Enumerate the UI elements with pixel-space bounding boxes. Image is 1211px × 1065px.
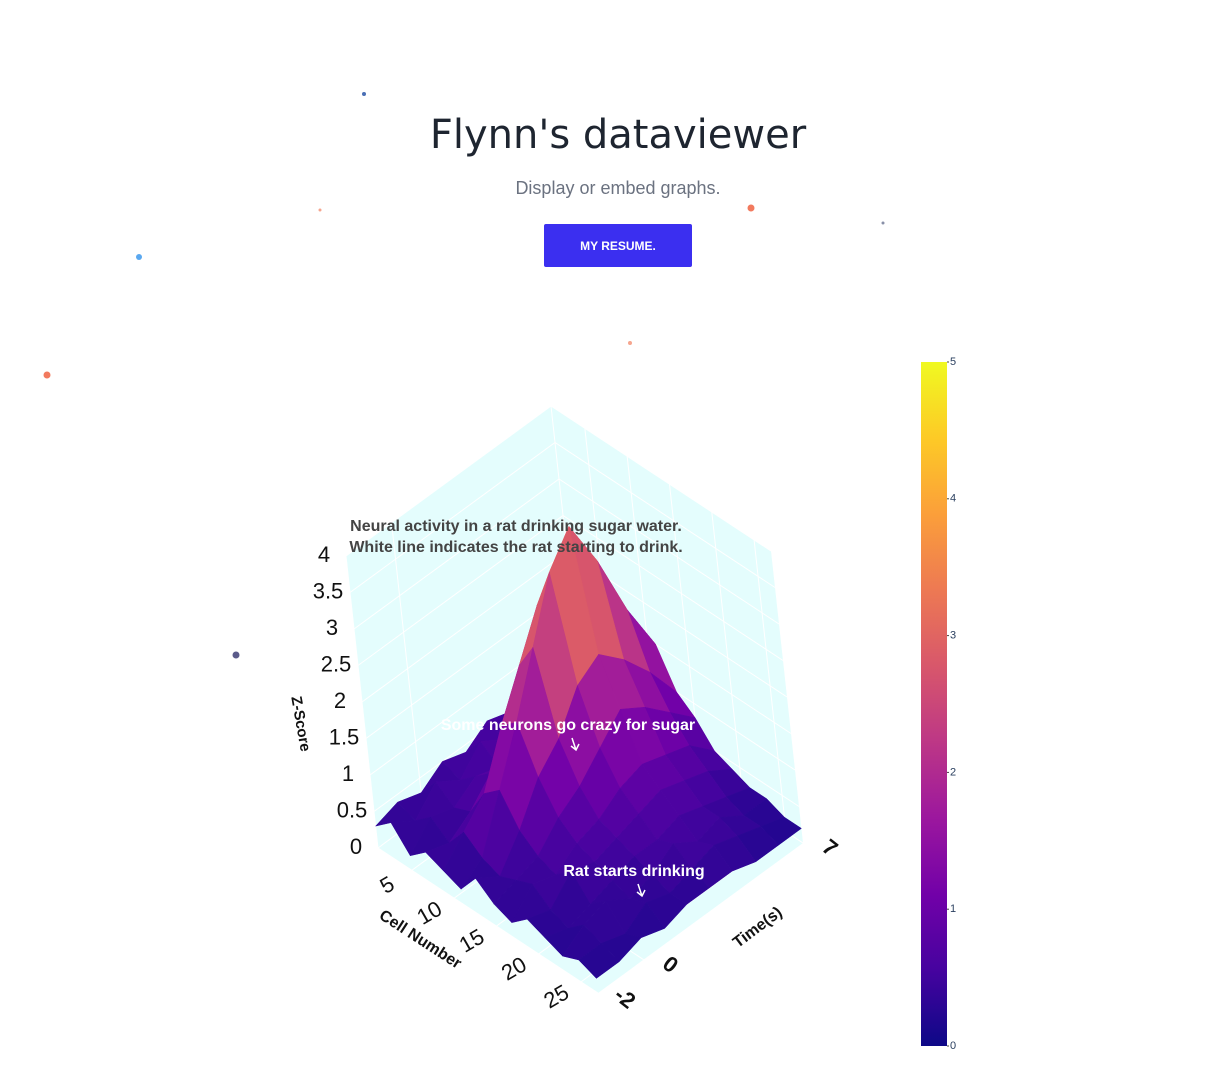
colorbar-tick-label: 4 (950, 493, 956, 505)
dot (136, 254, 142, 260)
z-tick-label: 3 (326, 615, 338, 640)
axis-title: Z-Score (287, 695, 313, 753)
colorbar-tick-label: 3 (950, 630, 956, 642)
grid-line (345, 555, 599, 994)
dot (881, 221, 885, 225)
axis-title: Time(s) (730, 904, 785, 952)
colorbar-tick-label: 0 (950, 1040, 956, 1052)
page-title: Flynn's dataviewer (429, 112, 807, 158)
dot (318, 208, 322, 212)
page-subtitle: Display or embed graphs. (515, 178, 721, 198)
annotation-arrow (636, 883, 646, 898)
y-tick-label: 7 (818, 834, 843, 861)
colorbar (921, 362, 947, 1046)
x-tick-label: 25 (539, 979, 573, 1013)
dot (232, 651, 240, 659)
z-tick-label: 3.5 (313, 578, 344, 603)
x-tick-label: 15 (455, 924, 489, 958)
colorbar-tick-label: 2 (950, 766, 956, 778)
z-tick-label: 1 (342, 761, 354, 786)
dot (362, 92, 366, 96)
annotation: Rat starts drinking (563, 863, 704, 880)
z-tick-label: 0.5 (337, 797, 368, 822)
z-tick-label: 1.5 (329, 724, 360, 749)
z-tick-label: 2 (334, 688, 346, 713)
resume-button[interactable]: MY RESUME. (544, 224, 692, 267)
x-tick-label: 5 (375, 871, 398, 899)
dot (43, 371, 51, 379)
y-tick-label: -2 (610, 982, 641, 1014)
z-tick-label: 4 (318, 542, 330, 567)
chart-title: Neural activity in a rat drinking sugar … (350, 518, 682, 535)
x-tick-label: 10 (412, 896, 446, 930)
dot (747, 204, 755, 212)
y-tick-label: 0 (658, 951, 683, 978)
chart-title: White line indicates the rat starting to… (349, 539, 682, 556)
z-tick-label: 2.5 (321, 651, 352, 676)
colorbar-tick-label: 1 (950, 903, 956, 915)
z-tick-label: 0 (350, 834, 362, 859)
x-tick-label: 20 (497, 952, 531, 986)
dot (628, 341, 632, 345)
annotation-arrow (570, 737, 580, 752)
surface-patch (578, 942, 620, 979)
annotation: Some neurons go crazy for sugar (441, 717, 695, 734)
colorbar-tick-label: 5 (950, 356, 956, 368)
